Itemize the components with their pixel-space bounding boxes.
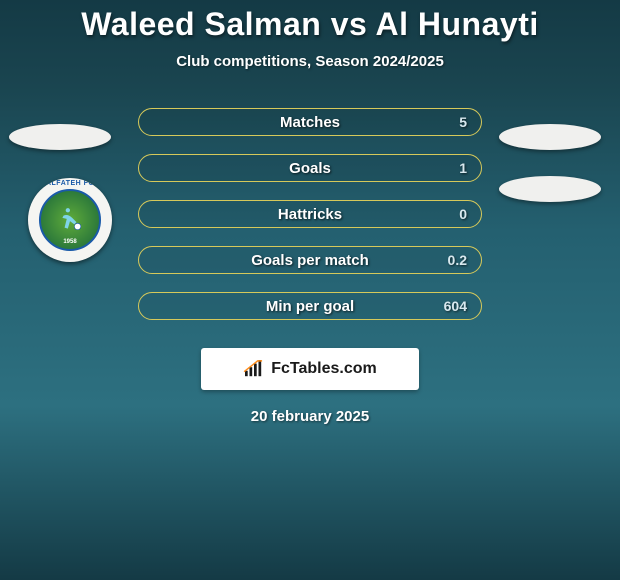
stat-row-goals: Goals 1 xyxy=(138,154,482,182)
stat-row-matches: Matches 5 xyxy=(138,108,482,136)
player-placeholder-left xyxy=(9,124,111,150)
stat-value-right: 1 xyxy=(459,160,467,176)
stat-row-hattricks: Hattricks 0 xyxy=(138,200,482,228)
player-placeholder-right-top xyxy=(499,124,601,150)
player-placeholder-right-bottom xyxy=(499,176,601,202)
infographic-content: Waleed Salman vs Al Hunayti Club competi… xyxy=(0,0,620,425)
badge-inner-circle: 1958 xyxy=(39,189,101,251)
page-title: Waleed Salman vs Al Hunayti xyxy=(0,6,620,43)
stat-label: Hattricks xyxy=(278,206,342,223)
stat-row-goals-per-match: Goals per match 0.2 xyxy=(138,246,482,274)
stat-label: Matches xyxy=(280,114,340,131)
badge-year: 1958 xyxy=(41,239,99,245)
stat-value-right: 0 xyxy=(459,206,467,222)
stat-label: Goals per match xyxy=(251,252,369,269)
page-subtitle: Club competitions, Season 2024/2025 xyxy=(0,53,620,70)
stat-row-min-per-goal: Min per goal 604 xyxy=(138,292,482,320)
bar-chart-icon xyxy=(243,360,265,378)
stat-value-right: 5 xyxy=(459,114,467,130)
stat-value-right: 0.2 xyxy=(448,252,467,268)
branding-box[interactable]: FcTables.com xyxy=(201,348,419,390)
stat-value-right: 604 xyxy=(444,298,467,314)
stat-label: Goals xyxy=(289,160,331,177)
badge-arc-text: ALFATEH FC xyxy=(28,180,112,187)
club-badge: ALFATEH FC 1958 xyxy=(28,178,112,262)
date-text: 20 february 2025 xyxy=(0,408,620,425)
stat-label: Min per goal xyxy=(266,298,354,315)
branding-text: FcTables.com xyxy=(271,360,377,378)
soccer-player-icon xyxy=(57,207,83,233)
